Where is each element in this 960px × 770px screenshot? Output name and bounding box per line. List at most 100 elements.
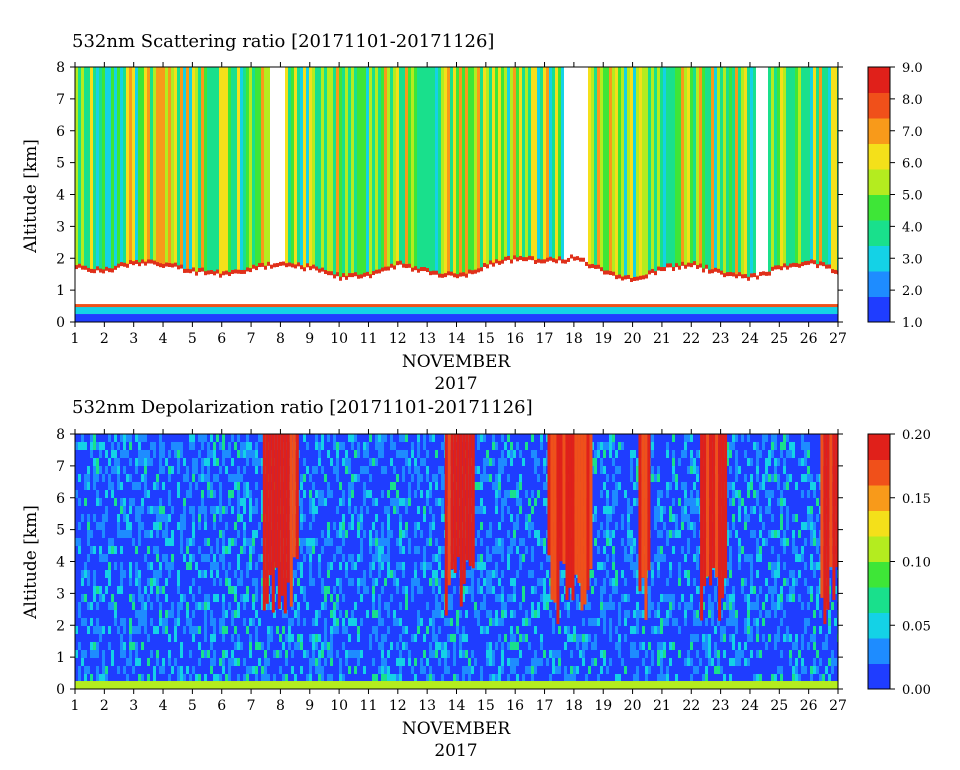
- boundary-edge: [75, 265, 78, 270]
- heatmap-cell: [321, 666, 324, 674]
- boundary-edge: [102, 269, 105, 274]
- boundary-edge: [288, 262, 291, 267]
- heatmap-cell: [810, 634, 813, 642]
- heatmap-cell: [417, 522, 420, 530]
- heatmap-cell: [396, 618, 399, 626]
- heatmap-cell: [414, 634, 417, 642]
- x-tick-label: 15: [477, 698, 495, 714]
- x-tick-label: 26: [800, 331, 818, 347]
- heatmap-cell: [747, 434, 750, 442]
- heatmap-column: [510, 67, 513, 262]
- heatmap-cell: [477, 506, 480, 514]
- heatmap-cell: [807, 642, 810, 650]
- heatmap-cell: [657, 562, 660, 570]
- heatmap-cell: [789, 450, 792, 458]
- boundary-edge: [663, 267, 666, 272]
- heatmap-cell: [249, 498, 252, 506]
- heatmap-cell: [636, 466, 639, 474]
- boundary-edge: [666, 263, 669, 268]
- heatmap-cell: [360, 514, 363, 522]
- heatmap-cell: [501, 554, 504, 562]
- heatmap-cell: [87, 538, 90, 546]
- heatmap-cell: [627, 498, 630, 506]
- heatmap-cell: [366, 490, 369, 498]
- heatmap-cell: [738, 642, 741, 650]
- heatmap-cell: [681, 522, 684, 530]
- boundary-edge: [240, 269, 243, 274]
- heatmap-cell: [339, 674, 342, 682]
- heatmap-cell: [486, 546, 489, 554]
- heatmap-cell: [423, 650, 426, 658]
- heatmap-cell: [606, 602, 609, 610]
- heatmap-cell: [495, 674, 498, 682]
- heatmap-cell: [192, 610, 195, 618]
- heatmap-column: [603, 67, 606, 273]
- heatmap-cell: [459, 610, 462, 618]
- heatmap-cell: [696, 666, 699, 674]
- heatmap-cell: [321, 498, 324, 506]
- heatmap-cell: [636, 554, 639, 562]
- heatmap-cell: [210, 610, 213, 618]
- heatmap-column: [174, 67, 177, 265]
- heatmap-cell: [165, 562, 168, 570]
- heatmap-cell: [510, 626, 513, 634]
- heatmap-cell: [303, 434, 306, 442]
- heatmap-cell: [408, 498, 411, 506]
- heatmap-cell: [546, 594, 549, 602]
- heatmap-column: [477, 67, 480, 271]
- heatmap-cell: [198, 586, 201, 594]
- heatmap-cell: [171, 610, 174, 618]
- heatmap-cell: [84, 666, 87, 674]
- heatmap-cell: [183, 506, 186, 514]
- heatmap-cell: [138, 434, 141, 442]
- heatmap-cell: [735, 450, 738, 458]
- heatmap-cell: [387, 554, 390, 562]
- heatmap-column: [171, 67, 174, 266]
- high-depol-column: [715, 434, 719, 578]
- heatmap-cell: [756, 594, 759, 602]
- heatmap-cell: [360, 546, 363, 554]
- heatmap-cell: [504, 634, 507, 642]
- heatmap-cell: [612, 578, 615, 586]
- high-depol-column: [647, 434, 651, 571]
- heatmap-cell: [756, 674, 759, 682]
- heatmap-cell: [498, 466, 501, 474]
- heatmap-cell: [309, 562, 312, 570]
- heatmap-cell: [222, 530, 225, 538]
- heatmap-cell: [495, 594, 498, 602]
- heatmap-cell: [309, 490, 312, 498]
- boundary-edge: [156, 262, 159, 267]
- heatmap-cell: [423, 546, 426, 554]
- heatmap-cell: [606, 554, 609, 562]
- heatmap-cell: [225, 506, 228, 514]
- boundary-edge: [789, 263, 792, 268]
- high-depol-column: [577, 434, 581, 584]
- heatmap-cell: [276, 626, 279, 634]
- heatmap-cell: [201, 498, 204, 506]
- heatmap-cell: [171, 506, 174, 514]
- heatmap-cell: [321, 578, 324, 586]
- heatmap-cell: [399, 498, 402, 506]
- heatmap-cell: [234, 594, 237, 602]
- heatmap-cell: [636, 674, 639, 682]
- heatmap-cell: [330, 674, 333, 682]
- boundary-edge: [189, 269, 192, 274]
- heatmap-cell: [360, 522, 363, 530]
- heatmap-cell: [501, 610, 504, 618]
- y-tick-label: 8: [56, 427, 65, 443]
- heatmap-cell: [126, 434, 129, 442]
- heatmap-cell: [135, 642, 138, 650]
- heatmap-column: [777, 67, 780, 268]
- heatmap-cell: [807, 442, 810, 450]
- heatmap-cell: [525, 522, 528, 530]
- boundary-edge: [483, 263, 486, 268]
- heatmap-column: [78, 67, 81, 266]
- heatmap-cell: [342, 626, 345, 634]
- heatmap-cell: [399, 530, 402, 538]
- boundary-edge: [96, 266, 99, 271]
- heatmap-cell: [591, 458, 594, 466]
- heatmap-cell: [402, 586, 405, 594]
- heatmap-cell: [210, 666, 213, 674]
- heatmap-cell: [135, 578, 138, 586]
- heatmap-cell: [618, 642, 621, 650]
